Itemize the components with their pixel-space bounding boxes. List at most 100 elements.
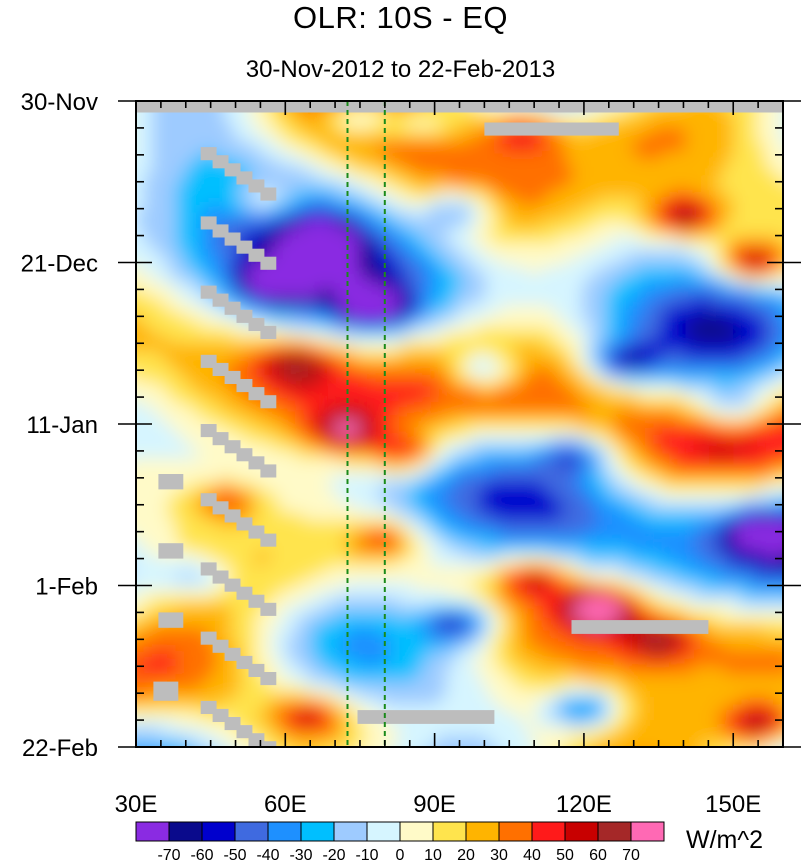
field-cell — [279, 143, 304, 152]
field-cell — [136, 450, 201, 460]
field-cell — [430, 504, 456, 514]
field-cell — [605, 458, 615, 467]
field-cell — [566, 612, 575, 621]
field-cell — [136, 427, 177, 437]
field-cell — [398, 258, 416, 267]
field-cell — [327, 566, 495, 575]
field-cell — [629, 597, 639, 606]
field-cell — [446, 258, 472, 267]
field-cell — [486, 481, 543, 490]
field-cell — [653, 658, 663, 667]
field-cell — [359, 204, 376, 214]
field-cell — [136, 381, 161, 390]
field-cell — [255, 504, 280, 514]
field-cell — [574, 481, 591, 490]
field-cell — [335, 204, 360, 214]
field-cell — [263, 381, 288, 390]
field-cell — [581, 358, 591, 367]
field-cell — [207, 743, 233, 747]
field-cell — [255, 289, 320, 298]
field-cell — [741, 697, 774, 706]
field-cell — [717, 204, 734, 214]
field-cell — [685, 143, 734, 152]
field-cell — [637, 604, 647, 613]
field-cell — [669, 189, 694, 198]
field-cell — [574, 358, 583, 367]
field-cell — [144, 181, 177, 191]
field-cell — [741, 704, 774, 713]
field-cell — [398, 735, 440, 744]
field-cell — [359, 189, 384, 198]
field-cell — [223, 251, 241, 260]
field-cell — [590, 759, 630, 767]
y-tick-label: 1-Feb — [35, 574, 98, 601]
field-cell — [215, 489, 241, 498]
field-cell — [335, 643, 392, 652]
field-cell — [247, 258, 257, 267]
field-cell — [382, 266, 400, 275]
field-cell — [709, 297, 758, 306]
field-cell — [701, 258, 710, 267]
field-cell — [717, 720, 726, 729]
field-cell — [733, 751, 766, 759]
field-cell — [589, 681, 623, 690]
field-cell — [422, 304, 432, 314]
field-cell — [470, 658, 495, 667]
field-cell — [589, 350, 599, 360]
field-cell — [773, 512, 783, 521]
field-cell — [757, 343, 774, 352]
field-cell — [494, 697, 543, 706]
field-cell — [136, 243, 153, 252]
field-cell — [693, 266, 710, 275]
field-cell — [398, 520, 408, 529]
field-cell — [757, 443, 783, 452]
field-cell — [390, 274, 408, 283]
field-cell — [247, 174, 320, 183]
field-cell — [486, 735, 535, 744]
field-cell — [662, 759, 702, 767]
field-cell — [797, 597, 801, 605]
field-cell — [136, 289, 145, 298]
field-cell — [279, 82, 296, 90]
field-cell — [478, 243, 599, 252]
field-cell — [335, 220, 352, 229]
field-cell — [613, 366, 655, 375]
field-cell — [112, 305, 121, 313]
field-cell — [430, 304, 448, 314]
field-cell — [550, 566, 559, 575]
field-cell — [757, 381, 782, 390]
field-cell — [136, 650, 153, 660]
field-cell — [112, 459, 129, 467]
field-cell — [438, 527, 464, 537]
colorbar-level-label: 70 — [622, 847, 640, 863]
field-cell — [621, 320, 639, 329]
field-cell — [382, 466, 408, 475]
field-cell — [271, 304, 320, 314]
field-cell — [279, 235, 360, 244]
field-cell — [486, 82, 511, 90]
field-cell — [215, 312, 241, 321]
field-cell — [550, 550, 583, 560]
field-cell — [406, 304, 416, 314]
field-cell — [446, 666, 480, 675]
field-cell — [757, 759, 782, 767]
field-cell — [255, 620, 280, 629]
field-cell — [215, 274, 225, 283]
field-cell — [255, 374, 272, 383]
field-cell — [414, 458, 424, 467]
field-cell — [621, 481, 639, 490]
field-cell — [773, 397, 783, 406]
field-cell — [247, 289, 257, 298]
missing-data-patch — [260, 187, 277, 201]
field-cell — [279, 358, 312, 367]
field-cell — [343, 304, 400, 314]
field-cell — [733, 135, 758, 144]
field-cell — [773, 274, 783, 283]
field-cell — [398, 435, 424, 444]
field-cell — [422, 251, 440, 260]
field-cell — [470, 612, 479, 621]
field-cell — [645, 597, 663, 606]
field-cell — [215, 420, 256, 429]
field-cell — [414, 627, 432, 637]
field-cell — [263, 720, 280, 729]
